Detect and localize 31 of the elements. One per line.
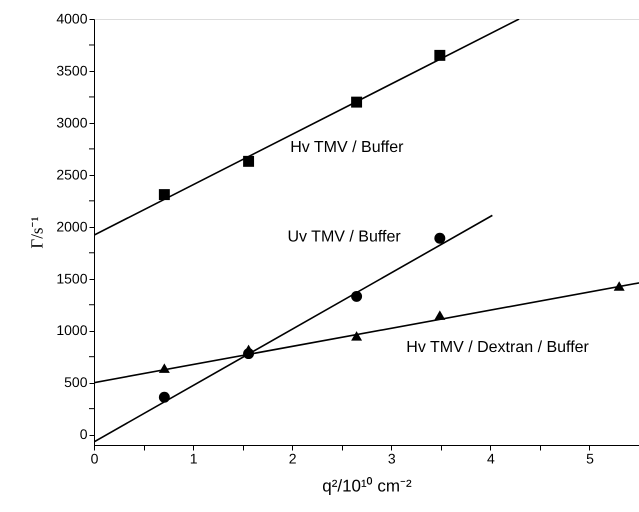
point — [158, 392, 170, 403]
y-tick-label: 3500 — [56, 62, 88, 78]
y-tick-label: 2000 — [56, 218, 88, 234]
x-tick-label: 4 — [486, 450, 495, 466]
x-tick-label: 0 — [90, 450, 99, 466]
y-tick-label: 0 — [80, 426, 88, 442]
point — [434, 232, 446, 244]
y-tick-label: 3000 — [56, 114, 88, 130]
y-tick-label: 2500 — [56, 166, 88, 182]
x-tick-label: 5 — [586, 450, 594, 466]
y-tick-label: 1000 — [56, 322, 88, 338]
annotation: Hv TMV / Buffer — [290, 138, 404, 156]
point — [351, 290, 362, 302]
y-tick-label: 1500 — [56, 270, 88, 286]
y-tick-label: 4000 — [56, 10, 88, 26]
point — [614, 281, 625, 291]
y-tick-label: 500 — [64, 374, 88, 390]
point — [158, 363, 170, 373]
point — [434, 310, 446, 320]
point — [434, 50, 446, 61]
annotation: Hv TMV / Dextran / Buffer — [406, 339, 590, 356]
point — [351, 96, 362, 108]
x-tick-label: 1 — [190, 450, 198, 466]
annotation: Uv TMV / Buffer — [287, 228, 402, 246]
point — [243, 156, 254, 167]
x-tick-label: 3 — [388, 450, 396, 466]
x-tick-label: 2 — [288, 450, 297, 466]
y-axis-title: Γ/s⁻¹ — [27, 216, 46, 249]
point — [351, 331, 362, 341]
x-axis-title: q²/10¹⁰ cm⁻² — [322, 476, 412, 496]
point — [158, 189, 170, 200]
